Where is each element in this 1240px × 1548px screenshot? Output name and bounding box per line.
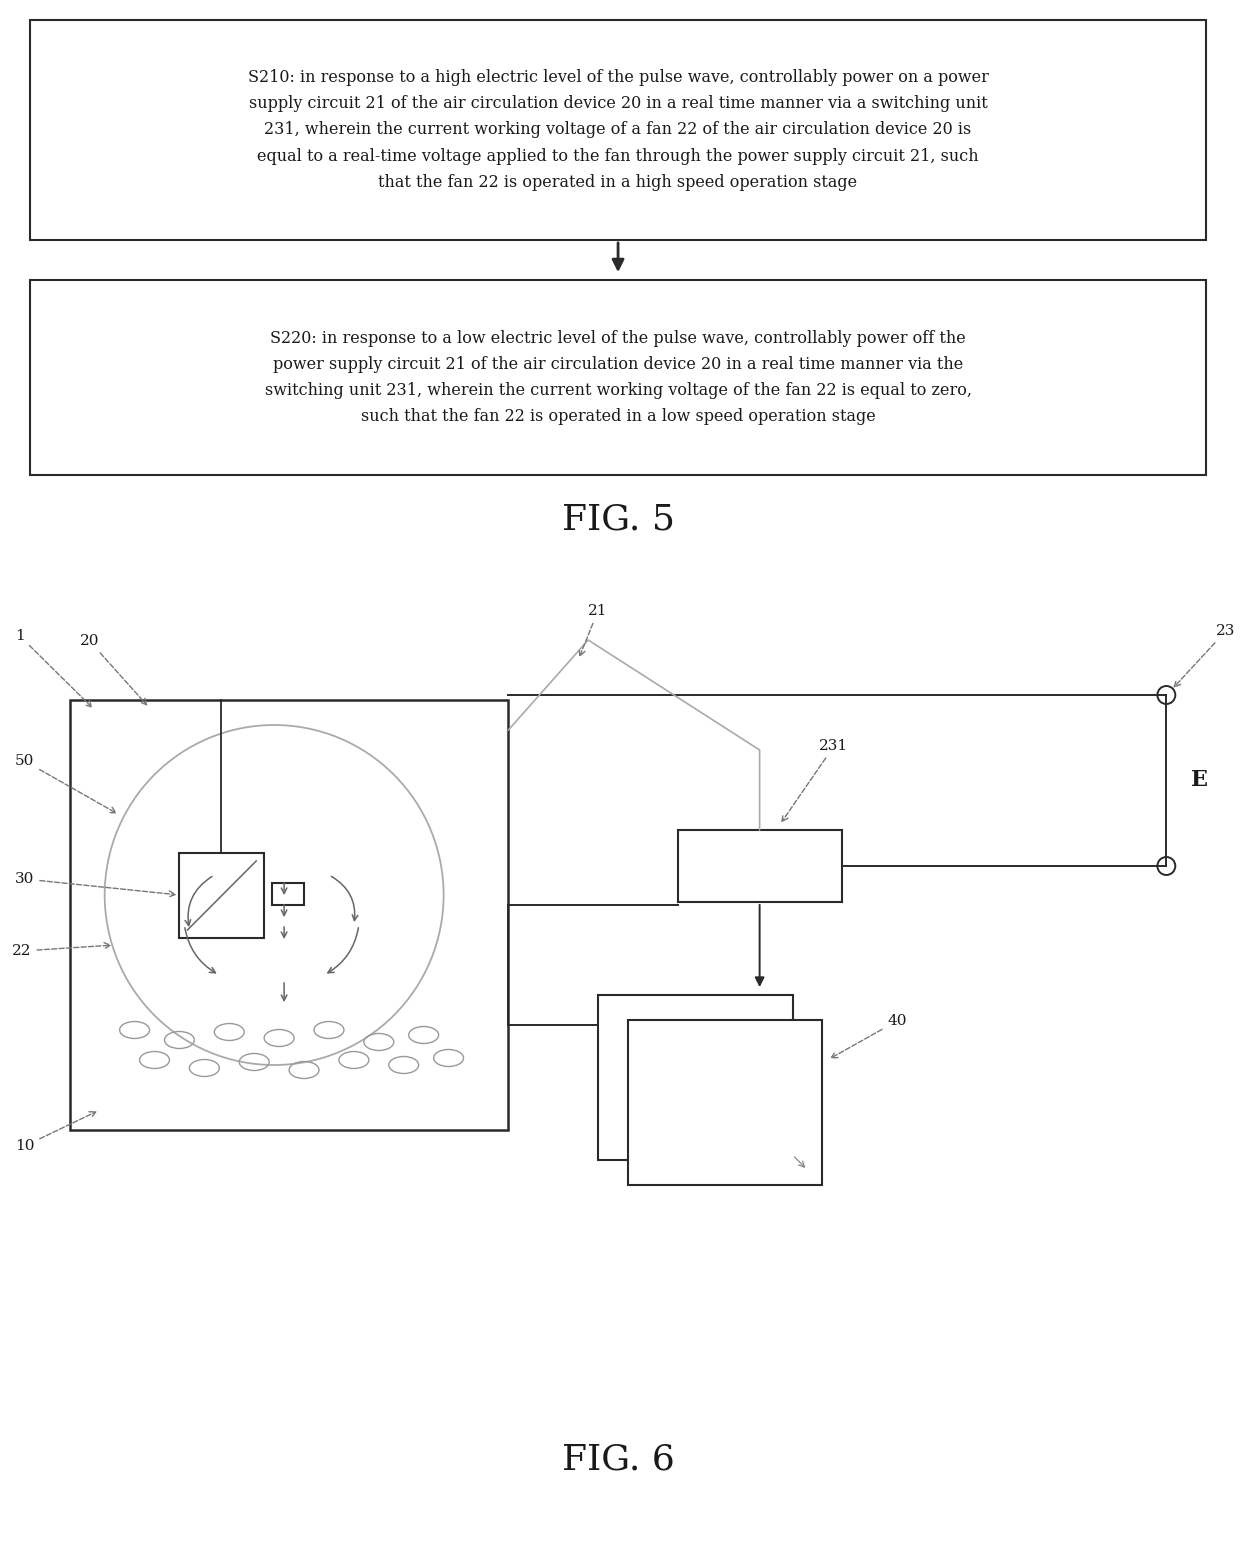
Bar [180,853,264,938]
Text: 30: 30 [15,872,175,896]
Text: 1: 1 [15,628,92,707]
Bar [30,20,1207,240]
Text: 20: 20 [79,635,146,704]
Text: 231: 231 [782,738,848,822]
Text: S220: in response to a low electric level of the pulse wave, controllably power : S220: in response to a low electric leve… [264,330,972,426]
Text: S210: in response to a high electric level of the pulse wave, controllably power: S210: in response to a high electric lev… [248,70,988,190]
Text: FIG. 5: FIG. 5 [562,503,675,537]
Text: 23: 23 [1174,624,1235,687]
Text: 50: 50 [15,754,115,813]
Bar [69,700,508,1130]
Text: 22: 22 [12,943,110,958]
Bar [598,995,792,1159]
Text: FIG. 6: FIG. 6 [562,1443,675,1477]
Bar [678,830,842,902]
Bar [272,882,304,906]
Text: 40: 40 [831,1014,906,1057]
Text: 10: 10 [15,1111,95,1153]
Bar [30,280,1207,475]
Text: 21: 21 [579,604,608,656]
Bar [627,1020,822,1186]
Text: E: E [1192,769,1208,791]
